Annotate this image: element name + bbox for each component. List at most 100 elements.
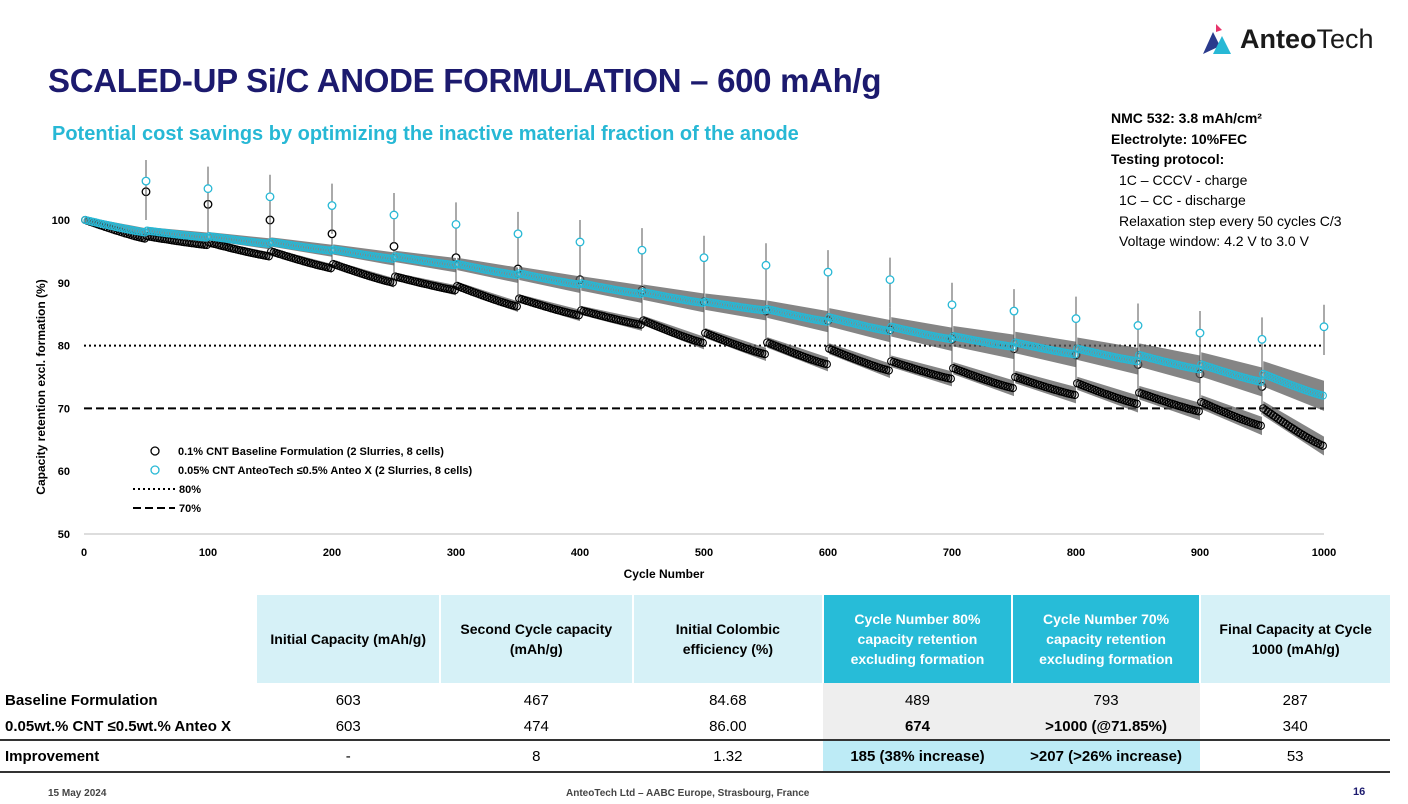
- anteo-point: [1256, 377, 1265, 386]
- x-tick-label: 200: [323, 547, 341, 559]
- baseline-point: [1070, 390, 1079, 400]
- legend-label: 70%: [179, 503, 201, 515]
- baseline-point: [1256, 421, 1265, 430]
- y-tick-label: 80: [58, 341, 70, 353]
- anteo-relax-point: [699, 253, 709, 263]
- y-tick-label: 50: [58, 529, 70, 541]
- info-cathode: NMC 532: 3.8 mAh/cm²: [1111, 110, 1262, 126]
- table-cell: 674: [823, 713, 1012, 740]
- x-tick-label: 600: [819, 547, 837, 559]
- anteo-point: [1318, 391, 1327, 400]
- anteo-relax-point: [823, 267, 833, 277]
- x-tick-label: 700: [943, 547, 961, 559]
- table-header-highlight: Cycle Number 80% capacity retention excl…: [822, 595, 1012, 683]
- table-row-baseline: Baseline Formulation 603 467 84.68 489 7…: [0, 683, 1390, 713]
- logo-text: AnteoTech: [1240, 23, 1374, 54]
- table-header: Second Cycle capacity (mAh/g): [439, 595, 633, 683]
- table-cell-highlight: >207 (>26% increase): [1011, 739, 1201, 773]
- table-header-row: Initial Capacity (mAh/g) Second Cycle ca…: [0, 595, 1390, 683]
- anteo-relax-point: [885, 275, 895, 285]
- baseline-point: [760, 349, 769, 359]
- anteo-relax-point: [1009, 306, 1019, 316]
- table-header-highlight: Cycle Number 70% capacity retention excl…: [1010, 595, 1201, 683]
- page-number: 16: [1353, 786, 1366, 798]
- anteo-relax-point: [203, 184, 213, 194]
- baseline-point: [1318, 441, 1327, 450]
- anteo-point: [1194, 365, 1203, 374]
- baseline-relax-point: [389, 241, 399, 251]
- legend-label: 0.05% CNT AnteoTech ≤0.5% Anteo X (2 Slu…: [178, 465, 473, 477]
- table-cell: 340: [1282, 717, 1308, 735]
- x-tick-label: 300: [447, 547, 465, 559]
- baseline-point: [946, 374, 955, 383]
- x-tick-label: 500: [695, 547, 713, 559]
- anteo-relax-point: [575, 237, 585, 247]
- results-table: Initial Capacity (mAh/g) Second Cycle ca…: [0, 595, 1390, 773]
- table-cell: 287: [1282, 691, 1308, 709]
- anteo-relax-point: [513, 229, 523, 239]
- anteo-relax-point: [1071, 314, 1081, 324]
- table-cell: 467: [523, 691, 549, 709]
- info-relaxation: Relaxation step every 50 cycles C/3: [1119, 212, 1342, 229]
- y-tick-label: 90: [58, 278, 70, 290]
- anteo-relax-point: [265, 192, 275, 202]
- x-axis-label: Cycle Number: [624, 567, 705, 581]
- legend-label: 80%: [179, 484, 201, 496]
- y-tick-label: 70: [58, 403, 70, 415]
- comparison-table: Initial Capacity (mAh/g) Second Cycle ca…: [0, 595, 1390, 773]
- anteo-relax-point: [947, 300, 957, 310]
- baseline-point: [822, 360, 831, 369]
- x-tick-label: 900: [1191, 547, 1209, 559]
- table-cell: 8: [440, 739, 633, 773]
- table-header: Initial Capacity (mAh/g): [255, 595, 440, 683]
- legend-marker: [150, 446, 160, 456]
- footer-date: 15 May 2024: [48, 788, 107, 799]
- table-cell: 603: [335, 691, 361, 709]
- baseline-point: [574, 311, 583, 320]
- table-cell: 793: [1011, 683, 1201, 713]
- anteo-point: [386, 254, 395, 263]
- info-discharge: 1C – CC - discharge: [1119, 192, 1246, 208]
- anteo-relax-point: [389, 210, 399, 220]
- table-row-improvement: Improvement - 8 1.32 185 (38% increase) …: [0, 739, 1390, 773]
- table-cell: 489: [823, 683, 1012, 713]
- table-row-anteo: 0.05wt.% CNT ≤0.5wt.% Anteo X 603 474 86…: [0, 713, 1390, 740]
- x-tick-label: 100: [199, 547, 217, 559]
- anteo-relax-point: [761, 260, 771, 270]
- anteo-relax-point: [141, 176, 151, 186]
- y-axis-label: Capacity retention excl. formation (%): [34, 279, 48, 494]
- slide-title: SCALED-UP Si/C ANODE FORMULATION – 600 m…: [48, 62, 882, 99]
- company-logo: AnteoTech: [1200, 22, 1374, 56]
- table-cell: >1000 (@71.85%): [1011, 713, 1201, 740]
- table-cell: 1.32: [632, 739, 824, 773]
- anteo-relax-point: [637, 245, 647, 255]
- table-cell: 474: [523, 717, 549, 735]
- info-voltage: Voltage window: 4.2 V to 3.0 V: [1119, 233, 1309, 249]
- anteo-relax-point: [1133, 321, 1143, 330]
- x-tick-label: 400: [571, 547, 589, 559]
- legend-label: 0.1% CNT Baseline Formulation (2 Slurrie…: [178, 446, 444, 458]
- anteo-relax-point: [1319, 322, 1329, 332]
- baseline-point: [698, 338, 707, 347]
- anteotech-logo-icon: [1203, 24, 1231, 54]
- anteo-relax-point: [1257, 334, 1267, 344]
- info-protocol-heading: Testing protocol:: [1111, 151, 1225, 167]
- legend-marker: [150, 465, 160, 475]
- baseline-point: [264, 252, 273, 261]
- baseline-point: [884, 366, 893, 375]
- info-electrolyte: Electrolyte: 10%FEC: [1111, 130, 1248, 147]
- x-tick-label: 1000: [1312, 547, 1336, 559]
- row-label: 0.05wt.% CNT ≤0.5wt.% Anteo X: [5, 717, 232, 735]
- table-cell: 53: [1200, 739, 1390, 773]
- table-cell: 86.00: [709, 717, 747, 735]
- table-cell-highlight: 185 (38% increase): [823, 739, 1012, 773]
- anteo-relax-point: [451, 219, 461, 229]
- x-tick-label: 800: [1067, 547, 1085, 559]
- baseline-point: [1008, 383, 1017, 393]
- table-cell: 84.68: [709, 691, 747, 709]
- row-label: Improvement: [0, 739, 257, 773]
- table-header: Final Capacity at Cycle 1000 (mAh/g): [1199, 595, 1390, 683]
- anteo-point: [1070, 350, 1079, 359]
- baseline-point: [1194, 407, 1203, 416]
